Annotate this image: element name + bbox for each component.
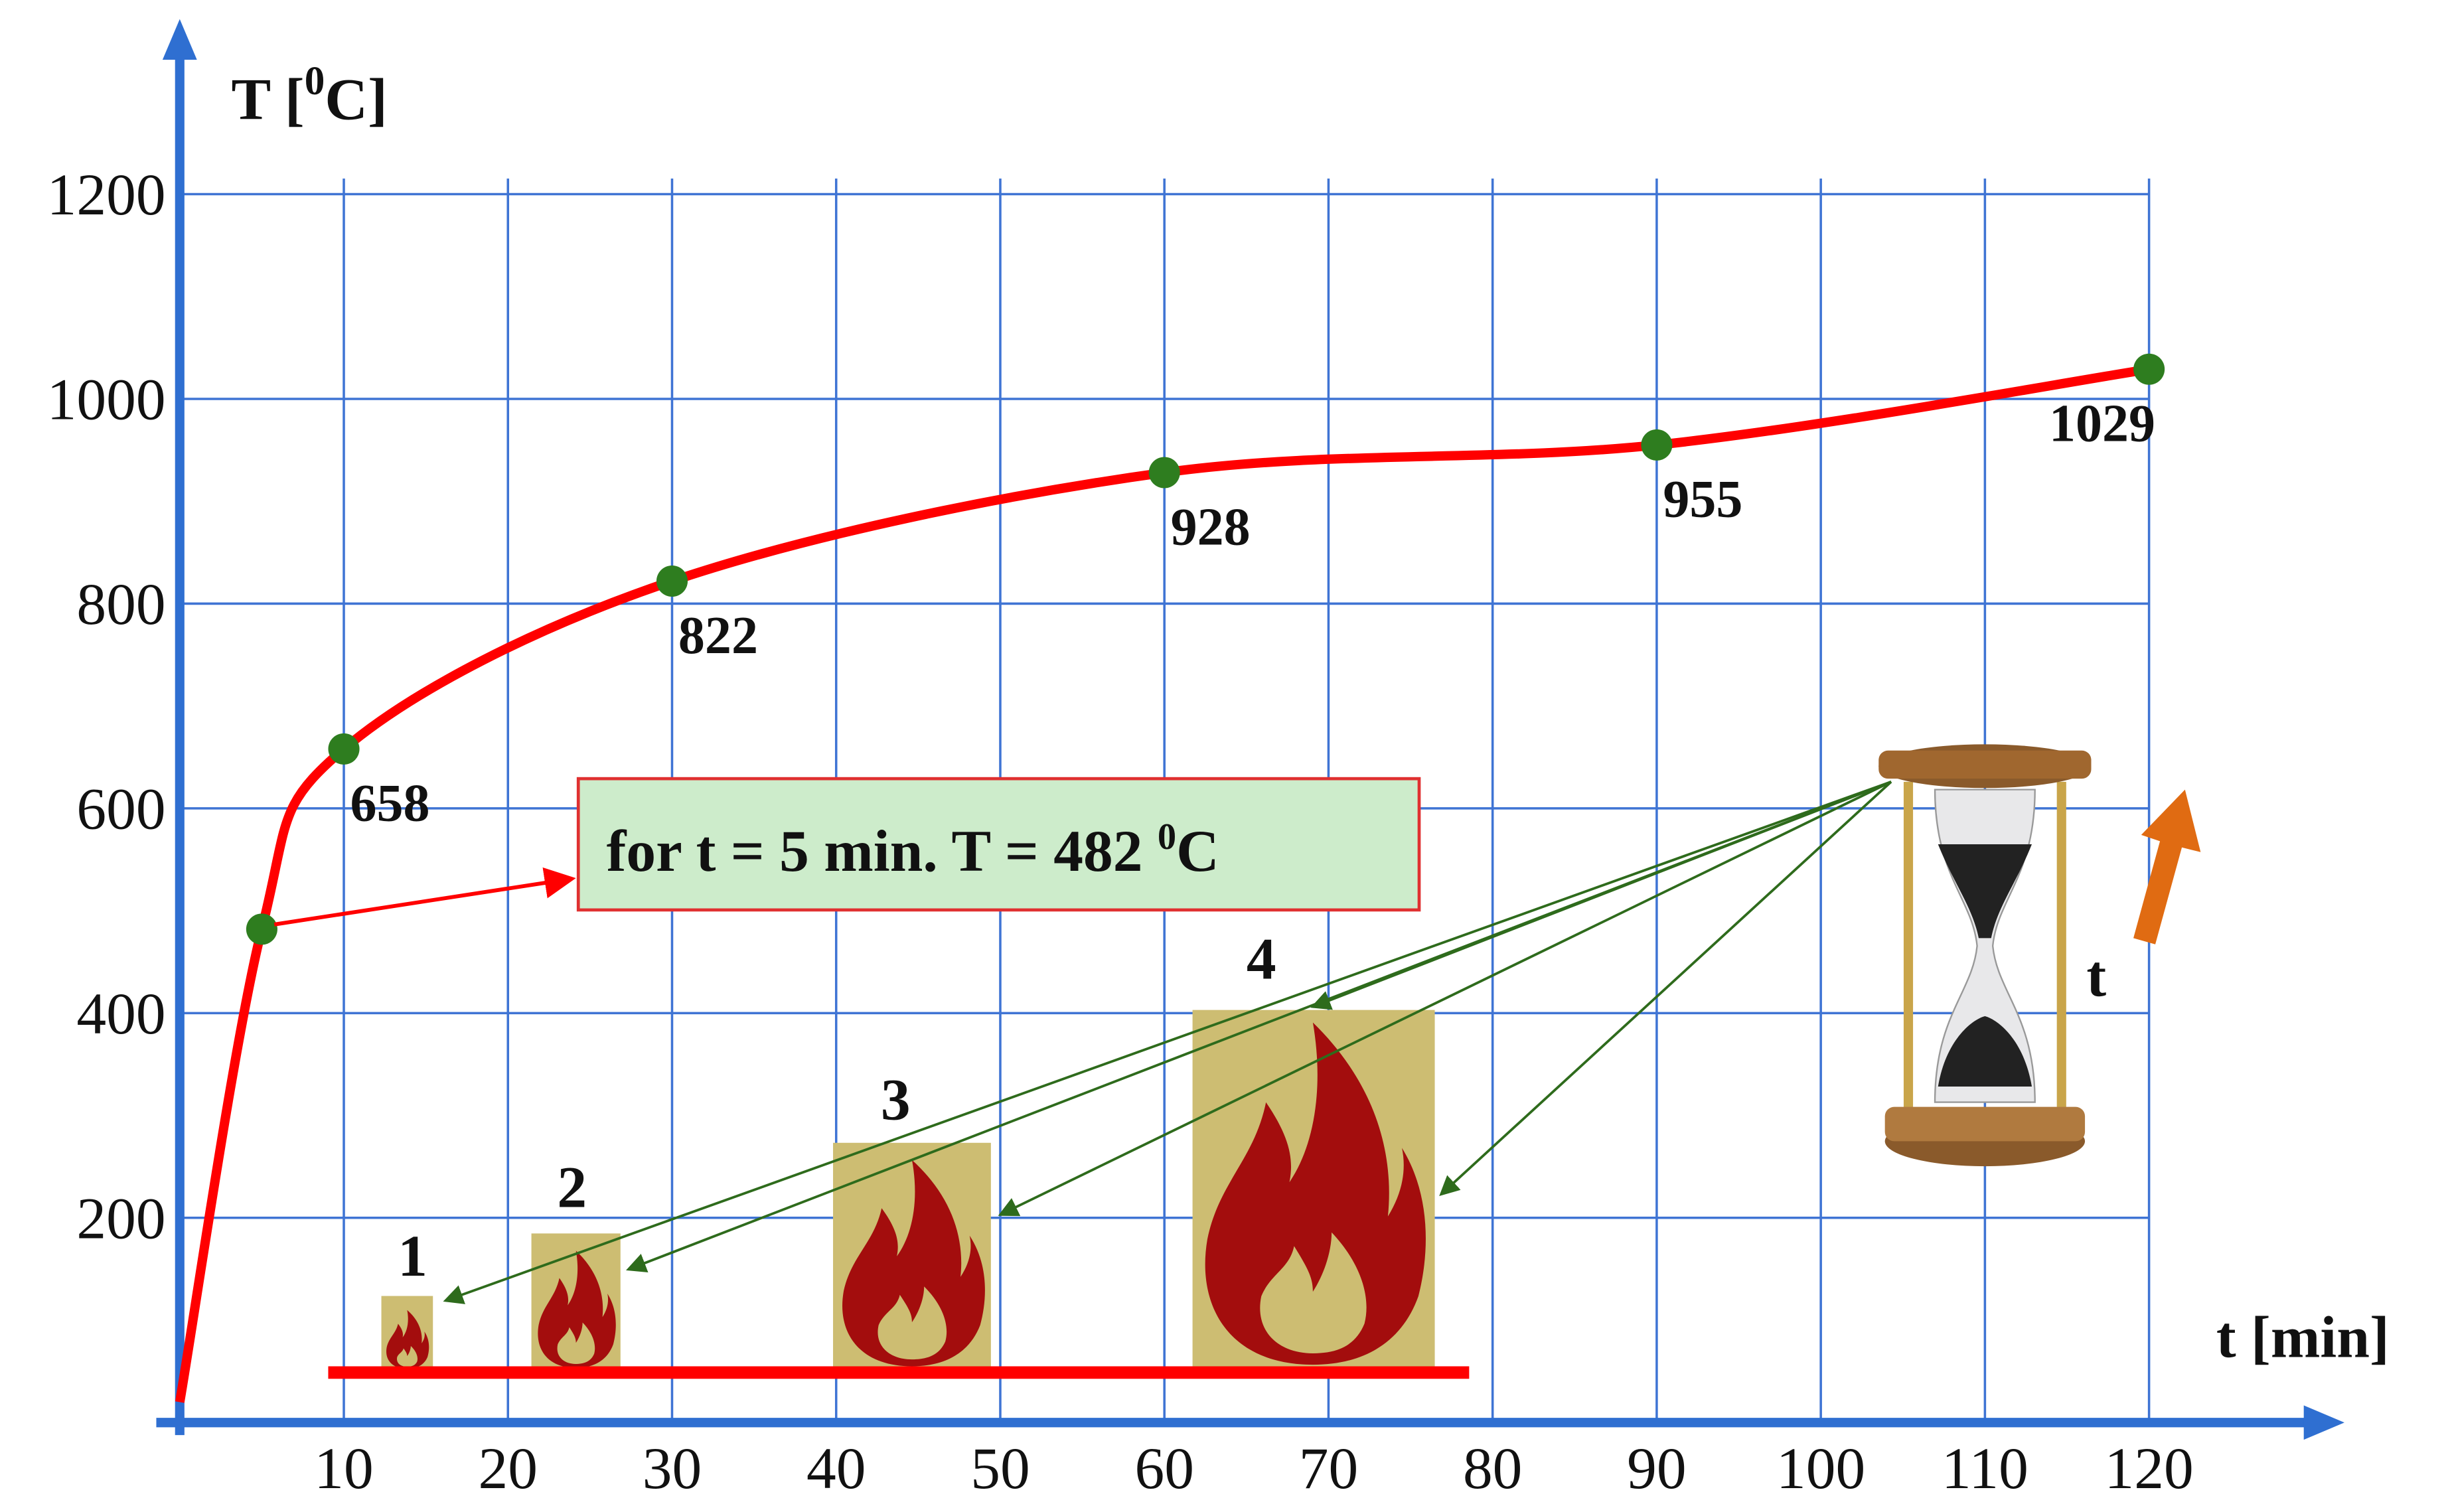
y-tick-label: 200 (76, 1185, 165, 1251)
x-tick-label: 30 (643, 1436, 702, 1501)
x-tick-label: 40 (806, 1436, 866, 1501)
annotation-pre: for t = 5 min. T = 482 (607, 818, 1158, 884)
value-label: 822 (678, 607, 758, 665)
x-tick-label: 80 (1463, 1436, 1522, 1501)
y-tick-label: 400 (76, 981, 165, 1047)
y-label-pre: T [ (231, 66, 304, 132)
annotation-text: for t = 5 min. T = 482 0C (607, 816, 1219, 884)
x-tick-label: 20 (479, 1436, 538, 1501)
fire-label: 1 (398, 1223, 427, 1289)
time-label: t (2086, 943, 2106, 1009)
x-tick-label: 60 (1134, 1436, 1193, 1501)
x-tick-label: 100 (1776, 1436, 1865, 1501)
fire-label: 2 (557, 1154, 587, 1220)
marker (2133, 353, 2165, 385)
value-label: 928 (1171, 498, 1251, 556)
x-tick-label: 10 (314, 1436, 373, 1501)
value-label: 1029 (2049, 395, 2155, 453)
y-tick-label: 1200 (47, 162, 166, 228)
annotation-post: C (1176, 818, 1219, 884)
annotation-arrow (273, 867, 576, 927)
annotation-sup: 0 (1158, 816, 1176, 858)
y-axis-arrow (162, 19, 197, 60)
y-tick-label: 1000 (47, 367, 166, 433)
y-tick-label: 600 (76, 776, 165, 842)
x-tick-label: 110 (1942, 1436, 2028, 1501)
y-label-sup: 0 (305, 58, 325, 104)
marker (1641, 429, 1673, 461)
y-tick-label: 800 (76, 571, 165, 637)
y-label-post: C] (325, 66, 387, 132)
fire-pictures (328, 1010, 1470, 1379)
x-axis-arrow (2303, 1405, 2344, 1440)
fire-label: 4 (1247, 927, 1276, 992)
fire-label: 3 (881, 1067, 911, 1132)
x-tick-label: 50 (970, 1436, 1030, 1501)
x-axis-label: t [min] (2216, 1304, 2390, 1370)
x-tick-label: 70 (1299, 1436, 1358, 1501)
annotation: for t = 5 min. T = 482 0C (576, 777, 1421, 912)
marker (246, 913, 277, 945)
y-axis-label: T [0C] (231, 58, 387, 133)
marker (656, 565, 688, 597)
value-label: 658 (350, 775, 429, 833)
x-tick-label: 90 (1627, 1436, 1686, 1501)
marker (328, 733, 360, 765)
marker (1148, 457, 1180, 489)
hourglass (443, 744, 2201, 1304)
x-tick-label: 120 (2105, 1436, 2194, 1501)
value-label: 955 (1663, 471, 1742, 529)
plot: 658 822 928 955 1029 (175, 353, 2165, 1403)
